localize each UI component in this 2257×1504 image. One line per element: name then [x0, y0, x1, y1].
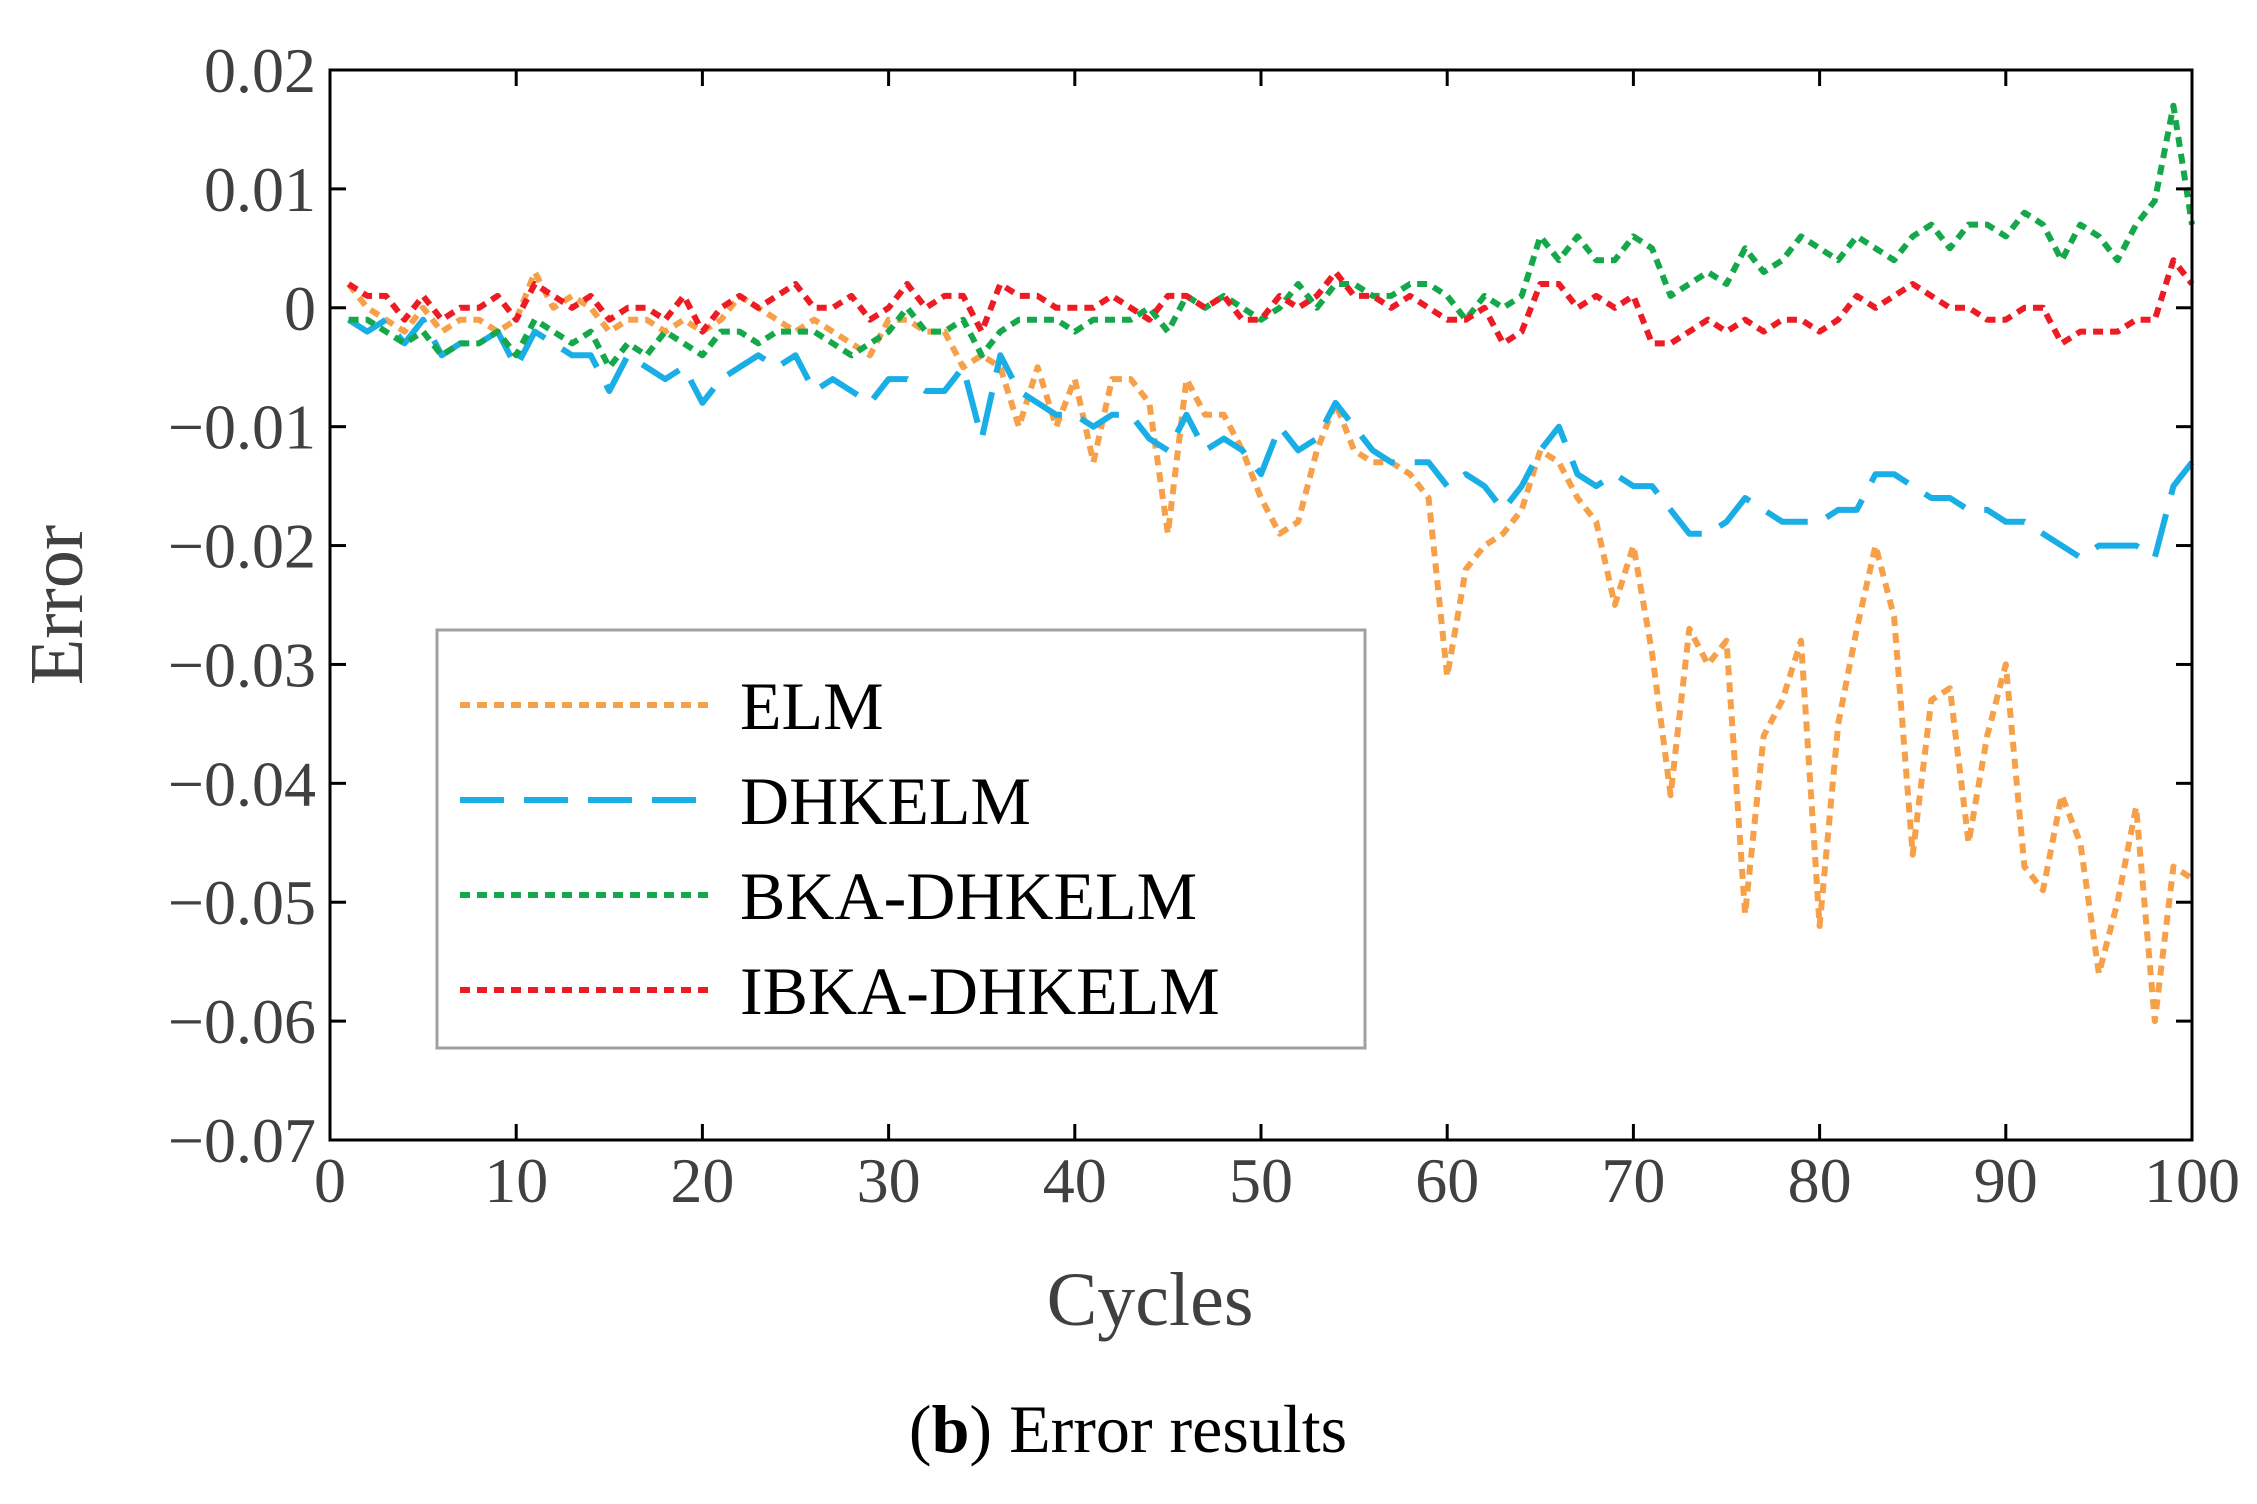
x-tick-label: 90: [1974, 1145, 2038, 1216]
x-tick-label: 20: [670, 1145, 734, 1216]
x-tick-label: 70: [1601, 1145, 1665, 1216]
legend-items: ELM DHKELM BKA-DHKELM IBKA-DHKELM: [460, 668, 1220, 1029]
y-tick-label: 0.01: [204, 154, 316, 225]
legend-box: [435, 628, 1367, 1050]
caption-text: Error results: [1009, 1391, 1347, 1467]
y-tick-label: −0.05: [168, 867, 316, 938]
series-line-dhkelm: [346, 316, 2195, 561]
figure-caption: (b) Error results: [909, 1391, 1347, 1467]
legend-label-bka-dhkelm: BKA-DHKELM: [740, 858, 1197, 934]
series-line-ibka-dhkelm: [346, 257, 2195, 347]
series-layer: [346, 102, 2195, 1025]
y-tick-label: −0.01: [168, 392, 316, 463]
caption-label: b: [932, 1391, 970, 1467]
x-axis-title: Cycles: [1047, 1258, 1254, 1342]
y-tick-label: −0.04: [168, 748, 316, 819]
x-tick-label: 40: [1043, 1145, 1107, 1216]
ticks-layer: 0 10 20 30 40 50 60 70 80 90 100 0.02 0.01 0 −0.01 −0.0…: [168, 35, 2240, 1216]
x-tick-label: 10: [484, 1145, 548, 1216]
legend-label-dhkelm: DHKELM: [740, 763, 1031, 839]
x-tick-label: 0: [314, 1145, 346, 1216]
legend-label-ibka-dhkelm: IBKA-DHKELM: [740, 953, 1220, 1029]
y-tick-label: −0.03: [168, 629, 316, 700]
x-tick-label: 50: [1229, 1145, 1293, 1216]
y-tick-label: 0.02: [204, 35, 316, 106]
x-tick-label: 80: [1788, 1145, 1852, 1216]
y-tick-label: −0.02: [168, 511, 316, 582]
y-tick-label: −0.07: [168, 1105, 316, 1176]
y-tick-label: 0: [284, 273, 316, 344]
legend-label-elm: ELM: [740, 668, 884, 744]
y-tick-label: −0.06: [168, 986, 316, 1057]
x-tick-label: 60: [1415, 1145, 1479, 1216]
y-axis-title: Error: [15, 525, 99, 685]
x-tick-label: 100: [2144, 1145, 2240, 1216]
legend: ELM DHKELM BKA-DHKELM IBKA-DHKELM: [435, 628, 1367, 1050]
x-tick-label: 30: [857, 1145, 921, 1216]
